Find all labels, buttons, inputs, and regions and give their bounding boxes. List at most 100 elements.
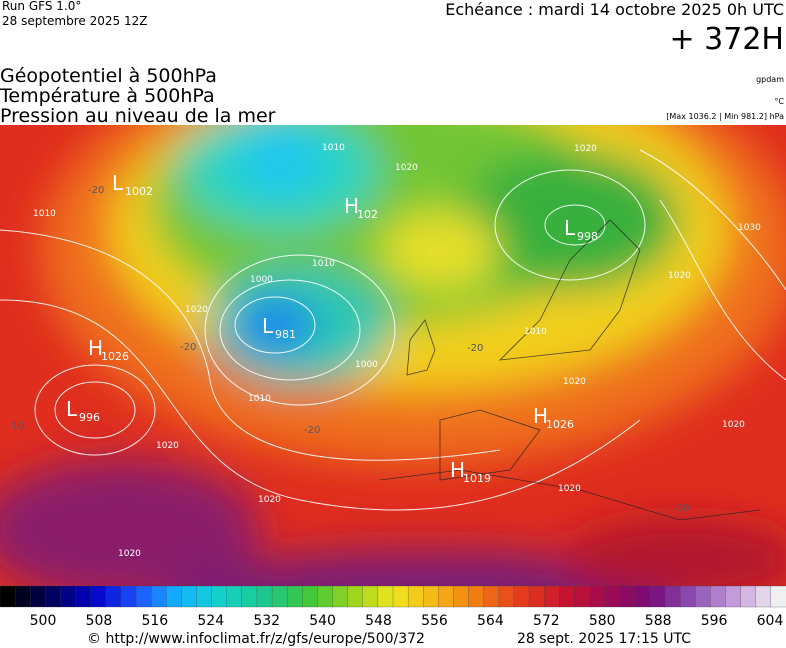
colorbar-swatch — [574, 585, 591, 608]
colorbar-swatch — [604, 585, 621, 608]
colorbar-swatch — [45, 585, 62, 608]
center-letter: L — [564, 216, 576, 240]
isobar-label: 1000 — [355, 360, 378, 370]
temperature-label: -20 — [88, 185, 104, 196]
isobar-label: 1010 — [322, 143, 345, 153]
colorbar-label: 516 — [141, 613, 168, 629]
colorbar-swatch — [75, 585, 92, 608]
temperature-label: -20 — [304, 425, 320, 436]
colorbar-swatch — [135, 585, 152, 608]
colorbar-swatch — [589, 585, 606, 608]
isobar-label: 1010 — [248, 394, 271, 404]
isobar-label: 1020 — [118, 549, 141, 559]
run: Run GFS 1.0° — [2, 0, 81, 13]
map — [0, 125, 786, 586]
colorbar-label: 508 — [86, 613, 113, 629]
colorbar-swatch — [619, 585, 636, 608]
isobar-label: 1020 — [185, 305, 208, 315]
colorbar-swatch — [725, 585, 742, 608]
source: © http://www.infoclimat.fr/z/gfs/europe/… — [87, 631, 425, 647]
center-letter: L — [112, 171, 124, 195]
colorbar-swatch — [14, 585, 31, 608]
colorbar-swatch — [710, 585, 727, 608]
lead-time: + 372H — [670, 22, 785, 57]
colorbar-swatch — [483, 585, 500, 608]
colorbar-swatch — [559, 585, 576, 608]
colorbar-swatch — [302, 585, 319, 608]
colorbar: 500 508 516 524 532 540 548 556 564 572 580 588 596 6… — [0, 585, 786, 629]
isobar-label: 1010 — [524, 327, 547, 337]
isobar-label: 1020 — [258, 495, 281, 505]
colorbar-swatch — [181, 585, 198, 608]
colorbar-label: 532 — [253, 613, 280, 629]
colorbar-swatch — [211, 585, 228, 608]
colorbar-swatch — [695, 585, 712, 608]
colorbar-swatch — [151, 585, 167, 608]
temperature-label: -20 — [180, 342, 196, 353]
colorbar-label: 556 — [421, 613, 448, 629]
center-letter: L — [262, 314, 274, 338]
center-value: 102 — [357, 208, 378, 221]
colorbar-swatch — [60, 585, 77, 608]
colorbar-swatch — [755, 585, 772, 608]
colorbar-swatch — [332, 585, 349, 608]
isobar-label: 1020 — [563, 377, 586, 387]
center-value: 998 — [577, 230, 598, 243]
colorbar-swatch — [770, 585, 786, 608]
colorbar-label: 580 — [589, 613, 616, 629]
center-value: 1019 — [463, 472, 491, 485]
title: Géopotentiel à 500hPa — [0, 65, 217, 87]
isobar-label: 1020 — [395, 163, 418, 173]
isobar-label: 1010 — [33, 209, 56, 219]
colorbar-swatch — [528, 585, 545, 608]
isobar-label: 1020 — [558, 484, 581, 494]
colorbar-swatch — [513, 585, 530, 608]
colorbar-swatch — [90, 585, 107, 608]
temperature-label: -10 — [673, 503, 689, 514]
center-value: 1026 — [101, 350, 129, 363]
isobar-label: 1010 — [312, 259, 335, 269]
isobar-label: 1020 — [156, 441, 179, 451]
center-letter: H — [533, 404, 548, 428]
colorbar-label: 572 — [533, 613, 560, 629]
title: Température à 500hPa — [0, 85, 215, 107]
center-value: 1026 — [546, 418, 574, 431]
colorbar-label: 548 — [365, 613, 392, 629]
colorbar-swatch — [120, 585, 137, 608]
colorbar-swatch — [0, 585, 16, 608]
colorbar-swatch — [453, 585, 470, 608]
colorbar-swatch — [256, 585, 273, 608]
isobar-label: 1030 — [738, 223, 761, 233]
colorbar-swatch — [468, 585, 485, 608]
temperature-label: -10 — [8, 421, 24, 432]
colorbar-swatch — [634, 585, 651, 608]
unit: gpdam — [756, 75, 784, 84]
unit: [Max 1036.2 | Min 981.2] hPa — [666, 112, 784, 121]
colorbar-swatch — [166, 585, 183, 608]
center-value: 996 — [79, 411, 100, 424]
colorbar-swatch — [544, 585, 560, 608]
colorbar-swatch — [196, 585, 213, 608]
colorbar-swatch — [740, 585, 757, 608]
colorbar-swatch — [226, 585, 243, 608]
colorbar-label: 588 — [645, 613, 672, 629]
colorbar-label: 564 — [477, 613, 504, 629]
title: Pression au niveau de la mer — [0, 105, 276, 127]
isobar-label: 1020 — [668, 271, 691, 281]
colorbar-label: 524 — [197, 613, 224, 629]
colorbar-swatch — [287, 585, 303, 608]
valid-time: Echéance : mardi 14 octobre 2025 0h UTC — [445, 0, 784, 19]
colorbar-swatch — [347, 585, 364, 608]
colorbar-label: 604 — [757, 613, 784, 629]
colorbar-swatch — [317, 585, 334, 608]
colorbar-swatch — [664, 585, 681, 608]
colorbar-swatch — [680, 585, 696, 608]
colorbar-swatch — [105, 585, 122, 608]
isobar-label: 1000 — [250, 275, 273, 285]
colorbar-swatch — [362, 585, 379, 608]
colorbar-swatch — [498, 585, 515, 608]
colorbar-swatch — [377, 585, 394, 608]
colorbar-swatch — [649, 585, 666, 608]
center-letter: H — [344, 194, 359, 218]
